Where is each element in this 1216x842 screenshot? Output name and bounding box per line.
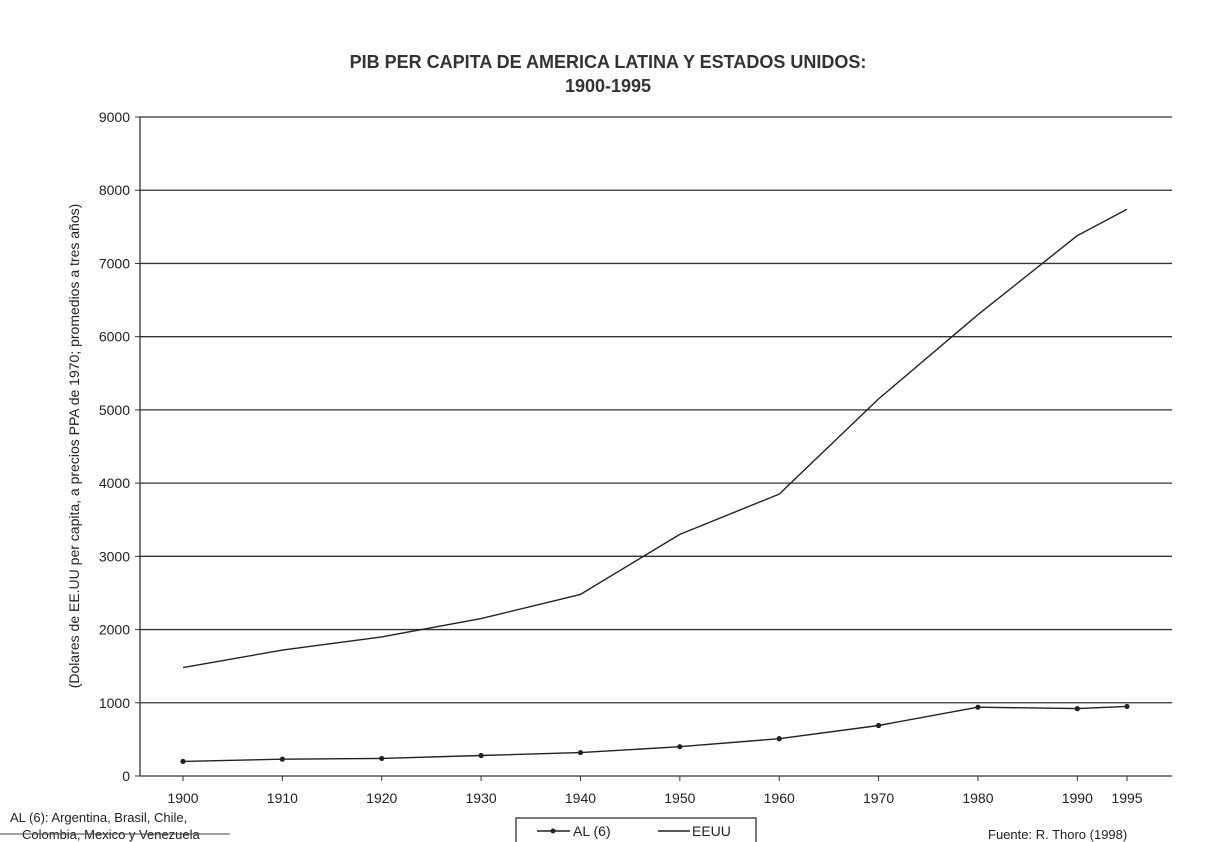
series-lines	[180, 208, 1130, 764]
x-tick-label: 1900	[167, 790, 198, 806]
legend-label-eeuu: EEUU	[692, 823, 731, 839]
y-tick-label: 3000	[99, 548, 130, 564]
y-tick-label: 2000	[99, 622, 130, 638]
y-tick-label: 7000	[99, 255, 130, 271]
data-point	[776, 736, 782, 742]
axes	[139, 117, 1172, 781]
data-point	[279, 756, 285, 762]
note-line-1: AL (6): Argentina, Brasil, Chile,	[10, 810, 187, 825]
legend: AL (6) EEUU	[515, 817, 757, 842]
x-tick-label: 1970	[863, 790, 894, 806]
y-tick-labels: 0 1000 2000 3000 4000 5000 6000 7000 8000 9000	[99, 109, 130, 784]
y-axis-label: (Dolares de EE.UU per capita, a precios …	[66, 204, 82, 689]
y-tick-label: 0	[122, 768, 130, 784]
data-point	[577, 749, 584, 756]
y-tick-label: 6000	[99, 329, 130, 345]
x-tick-label: 1960	[764, 790, 795, 806]
chart-subtitle: 1900-1995	[565, 76, 651, 96]
data-point	[1074, 706, 1080, 712]
series-line-0	[182, 705, 1128, 763]
data-point	[379, 755, 385, 762]
gridlines	[135, 116, 1172, 777]
y-tick-label: 4000	[99, 475, 130, 491]
y-tick-label: 9000	[99, 109, 130, 125]
x-tick-label: 1930	[466, 790, 497, 806]
x-tick-label: 1990	[1062, 790, 1093, 806]
data-point	[478, 752, 484, 759]
y-tick-label: 5000	[99, 402, 130, 418]
x-tick-labels: 1900 1910 1920 1930 1940 1950 1960 1970 1980 1990…	[167, 790, 1142, 806]
data-point	[875, 722, 882, 729]
data-point	[975, 704, 981, 710]
legend-label-al6: AL (6)	[573, 823, 611, 839]
y-tick-label: 8000	[99, 182, 130, 198]
x-tick-label: 1940	[565, 790, 596, 806]
series-line-1	[182, 208, 1128, 669]
chart-title: PIB PER CAPITA DE AMERICA LATINA Y ESTAD…	[350, 52, 867, 72]
y-tick-label: 1000	[99, 695, 130, 711]
legend-marker-al6	[550, 828, 556, 834]
x-tick-label: 1980	[962, 790, 993, 806]
x-tick-label: 1920	[366, 790, 397, 806]
data-point	[180, 758, 186, 764]
legend-box	[515, 817, 757, 842]
x-tick-label: 1950	[664, 790, 695, 806]
x-tick-label: 1910	[267, 790, 298, 806]
x-tick-label: 1995	[1111, 790, 1142, 806]
data-point	[677, 744, 683, 750]
source-note: Fuente: R. Thoro (1998)	[988, 827, 1127, 842]
data-point	[1124, 703, 1130, 710]
